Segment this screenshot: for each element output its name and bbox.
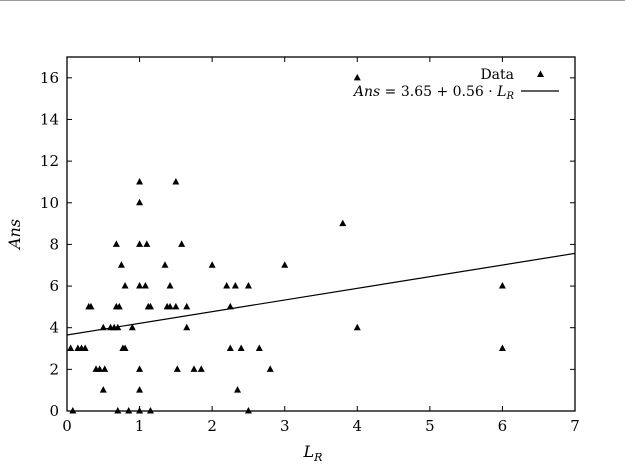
y-tick-label: 2 (49, 360, 59, 378)
x-tick-label: 0 (62, 417, 72, 435)
data-point (121, 344, 129, 352)
x-axis-label-main: L (303, 442, 315, 461)
data-point (112, 240, 120, 247)
data-point (237, 344, 245, 352)
data-point (161, 261, 169, 268)
data-point (136, 365, 144, 372)
y-tick-label: 12 (40, 152, 59, 170)
data-point (136, 407, 144, 414)
data-point (141, 282, 149, 289)
data-point (101, 365, 109, 372)
data-point (226, 302, 234, 310)
y-tick-label: 0 (49, 402, 59, 420)
data-point (146, 407, 154, 414)
y-tick-label: 10 (40, 194, 59, 212)
data-point (244, 282, 252, 289)
data-point (339, 219, 347, 227)
y-tick-label: 4 (49, 319, 59, 337)
data-point (121, 282, 129, 289)
data-point (128, 323, 136, 331)
data-point (115, 302, 123, 310)
data-point (114, 407, 122, 414)
data-point (353, 73, 361, 81)
data-point (223, 282, 231, 289)
y-tick-label: 16 (40, 69, 59, 87)
fit-line (66, 252, 576, 336)
data-point (67, 344, 75, 352)
data-point (117, 261, 125, 268)
x-tick-label: 4 (353, 417, 363, 435)
data-point (146, 302, 154, 310)
x-axis-label-sub: R (313, 451, 322, 464)
data-point (166, 302, 174, 310)
data-point (266, 365, 274, 372)
data-point (178, 240, 186, 247)
data-point (281, 261, 289, 268)
data-point (173, 365, 181, 372)
data-point (226, 344, 234, 352)
x-tick-label: 2 (207, 417, 217, 435)
data-point (244, 407, 252, 414)
data-point (197, 365, 205, 372)
y-axis-label: Ans (5, 219, 24, 251)
data-point (136, 282, 144, 289)
data-point (255, 344, 263, 352)
x-axis-label: LR (303, 442, 323, 464)
data-point (136, 198, 144, 206)
legend-fit-label: Ans = 3.65 + 0.56 · LR (352, 84, 515, 102)
data-point (353, 323, 361, 331)
data-point (99, 386, 107, 393)
data-point (231, 282, 239, 289)
legend-data-label: Data (480, 67, 514, 83)
data-point (87, 302, 95, 310)
data-point (498, 282, 506, 289)
data-point (136, 177, 144, 185)
data-point (498, 344, 506, 352)
data-point (143, 240, 151, 247)
data-point (96, 365, 104, 372)
x-tick-label: 7 (570, 417, 580, 435)
x-tick-label: 5 (425, 417, 435, 435)
data-point (172, 177, 180, 185)
legend-data-marker (537, 70, 544, 77)
y-tick-label: 14 (40, 110, 59, 128)
data-point (190, 365, 198, 372)
data-point (234, 386, 242, 393)
data-point (125, 407, 133, 414)
data-point (81, 344, 89, 352)
data-point (136, 240, 144, 247)
y-tick-label: 8 (49, 235, 59, 253)
top-rule (0, 0, 625, 1)
x-tick-label: 1 (135, 417, 145, 435)
legend: Data Ans = 3.65 + 0.56 · LR (352, 67, 559, 102)
x-tick-label: 3 (280, 417, 290, 435)
data-point (172, 302, 180, 310)
data-point (208, 261, 216, 268)
data-point (183, 302, 191, 310)
data-point (166, 282, 174, 289)
data-point (183, 323, 191, 331)
x-tick-label: 6 (498, 417, 508, 435)
y-tick-label: 6 (49, 277, 59, 295)
data-point (69, 407, 77, 414)
data-point (136, 386, 144, 393)
plot-frame (66, 56, 576, 412)
data-points (67, 73, 506, 414)
